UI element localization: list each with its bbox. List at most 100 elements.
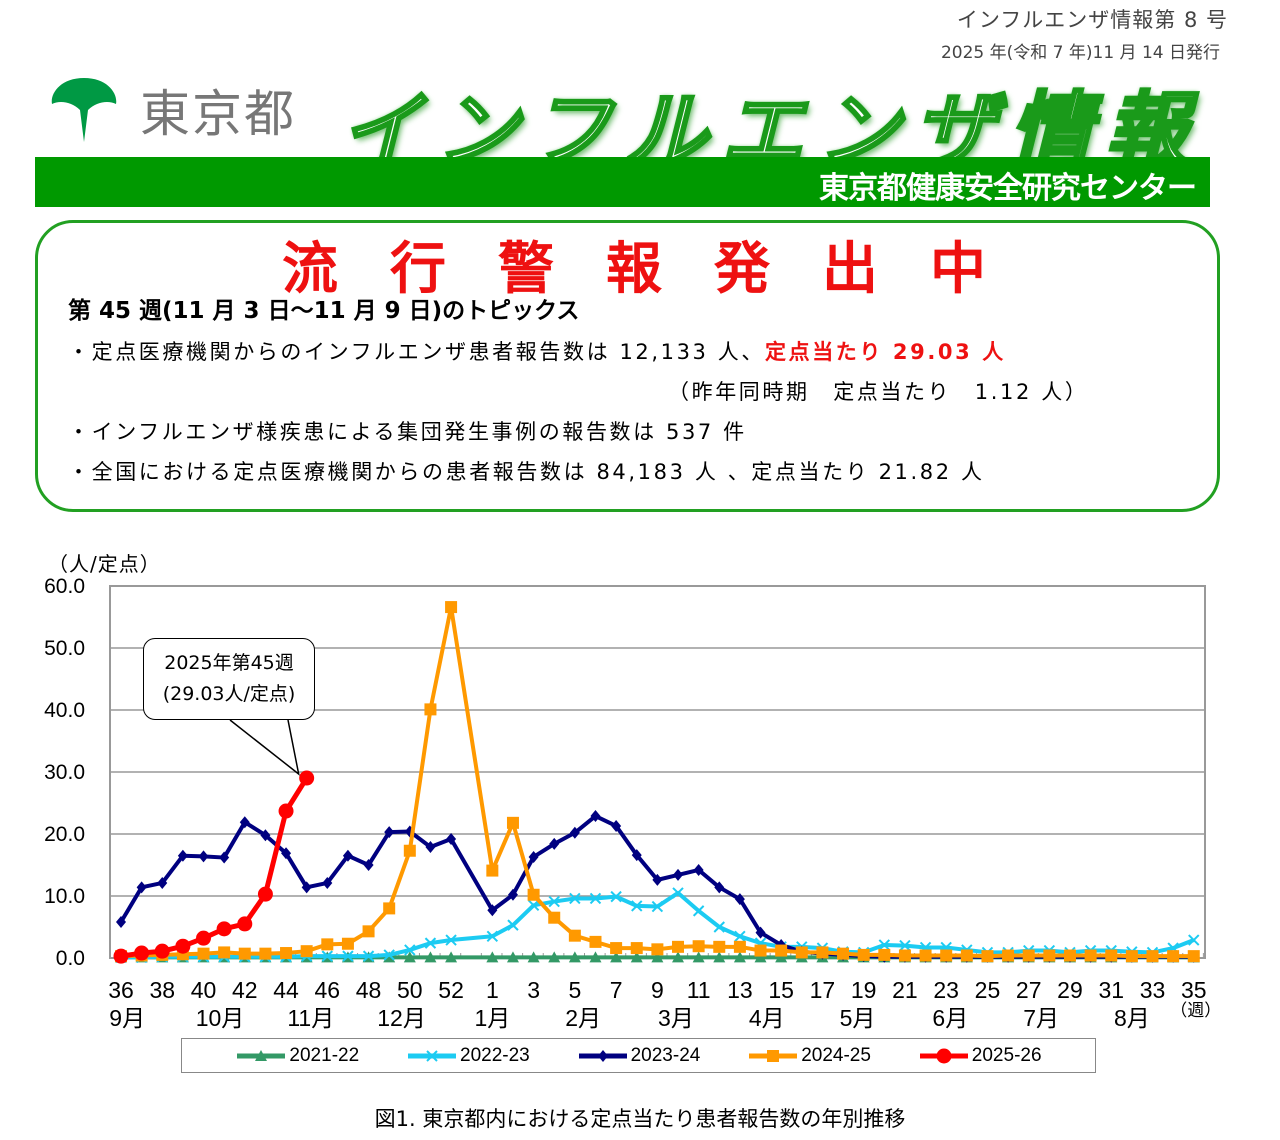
- x-tick-label: 17: [810, 977, 836, 1003]
- data-point: [507, 919, 519, 931]
- data-point: [610, 951, 623, 963]
- legend-label: 2025-26: [971, 1044, 1042, 1066]
- y-tick-label: 0.0: [56, 947, 85, 970]
- data-point: [486, 951, 499, 963]
- month-label: 4月: [749, 1005, 785, 1031]
- legend-item: 2021-22: [235, 1045, 359, 1067]
- data-point: [383, 949, 395, 961]
- data-point: [259, 947, 272, 960]
- data-point: [713, 921, 725, 933]
- topic-line-1-highlight: 定点当たり 29.03 人: [765, 340, 1006, 364]
- data-point: [384, 826, 395, 839]
- data-point: [445, 934, 457, 946]
- data-point: [257, 886, 273, 902]
- series-2025-26: [113, 770, 315, 964]
- data-point: [506, 951, 519, 963]
- data-point: [672, 887, 684, 899]
- data-point: [362, 950, 375, 962]
- x-tick-label: 1: [486, 977, 499, 1003]
- data-point: [136, 881, 147, 894]
- y-tick-label: 60.0: [44, 575, 85, 598]
- data-point: [713, 951, 726, 963]
- legend-swatch-icon: [408, 1049, 457, 1062]
- data-point: [527, 899, 540, 912]
- data-point: [383, 902, 396, 915]
- data-point: [507, 888, 518, 901]
- data-point: [197, 947, 210, 960]
- data-point: [342, 849, 353, 862]
- legend-label: 2024-25: [801, 1044, 871, 1066]
- data-point: [527, 951, 540, 963]
- publisher-name: 東京都健康安全研究センター: [819, 171, 1197, 206]
- data-point: [1084, 949, 1097, 962]
- data-point: [216, 921, 232, 937]
- data-point: [548, 895, 560, 908]
- data-point: [568, 929, 581, 942]
- data-point: [403, 951, 416, 963]
- data-point: [446, 832, 457, 845]
- data-point: [1187, 950, 1200, 963]
- data-point: [1125, 950, 1138, 963]
- data-point: [611, 819, 622, 832]
- data-point: [734, 930, 746, 943]
- issue-date: 2025 年(令和 7 年)11 月 14 日発行: [940, 43, 1220, 63]
- chart-caption: 図1. 東京都内における定点当たり患者報告数の年別推移: [374, 1107, 906, 1131]
- data-point: [878, 939, 891, 951]
- x-tick-label: 3: [527, 977, 540, 1003]
- month-label: 12月: [377, 1005, 426, 1031]
- data-point: [693, 863, 704, 876]
- x-tick-label: 50: [397, 977, 423, 1003]
- data-point: [528, 850, 539, 863]
- topics-box: [35, 220, 1220, 512]
- annotation-line-2: (29.03人/定点): [162, 683, 296, 705]
- data-point: [157, 876, 168, 889]
- data-point: [322, 876, 333, 889]
- tokyo-ginkgo-logo-icon: [51, 78, 117, 142]
- chart-legend: 2021-22 2022-23 2023-24 2024-25 2025-26: [181, 1038, 1096, 1073]
- topic-line-1: ・定点医療機関からのインフルエンザ患者報告数は 12,133 人、定点当たり 2…: [68, 336, 1006, 366]
- data-point: [795, 946, 808, 959]
- header-bar: [35, 157, 1210, 207]
- x-tick-label: 42: [232, 977, 258, 1003]
- data-point: [590, 810, 601, 823]
- data-point: [301, 881, 312, 894]
- data-point: [775, 951, 788, 963]
- x-tick-label: 38: [149, 977, 175, 1003]
- data-point: [486, 864, 499, 877]
- x-tick-label: 19: [851, 977, 877, 1003]
- data-point: [219, 851, 230, 864]
- legend-swatch-icon: [919, 1048, 968, 1063]
- legend-label: 2023-24: [630, 1044, 701, 1066]
- data-point: [733, 951, 746, 963]
- data-point: [673, 868, 684, 881]
- month-label: 5月: [840, 1005, 876, 1031]
- data-point: [630, 942, 643, 955]
- data-point: [651, 943, 664, 956]
- x-tick-label: 9: [651, 977, 664, 1003]
- month-label: 11月: [287, 1005, 334, 1031]
- x-tick-label: 44: [273, 977, 299, 1003]
- data-point: [899, 939, 911, 952]
- data-point: [177, 849, 188, 862]
- data-point: [898, 949, 911, 962]
- data-point: [755, 926, 766, 939]
- legend-item: 2023-24: [577, 1044, 701, 1067]
- data-point: [404, 944, 416, 956]
- data-point: [175, 938, 191, 954]
- legend-item: 2025-26: [918, 1045, 1042, 1067]
- y-tick-label: 40.0: [44, 699, 85, 722]
- data-point: [362, 925, 375, 938]
- x-tick-label: 15: [768, 977, 794, 1003]
- data-point: [919, 949, 932, 962]
- x-tick-label: 33: [1140, 977, 1166, 1003]
- data-point: [299, 770, 315, 786]
- topic-line-1-text: ・定点医療機関からのインフルエンザ患者報告数は 12,133 人、: [68, 340, 765, 364]
- data-point: [1063, 949, 1076, 962]
- topic-line-1-note: （昨年同時期 定点当たり 1.12 人）: [668, 380, 1089, 404]
- x-tick-label: 25: [975, 977, 1001, 1003]
- data-point: [651, 951, 664, 963]
- data-point: [548, 951, 561, 963]
- data-point: [652, 873, 663, 886]
- data-point: [672, 951, 685, 963]
- alert-banner: 流行警報発出中: [282, 237, 1038, 302]
